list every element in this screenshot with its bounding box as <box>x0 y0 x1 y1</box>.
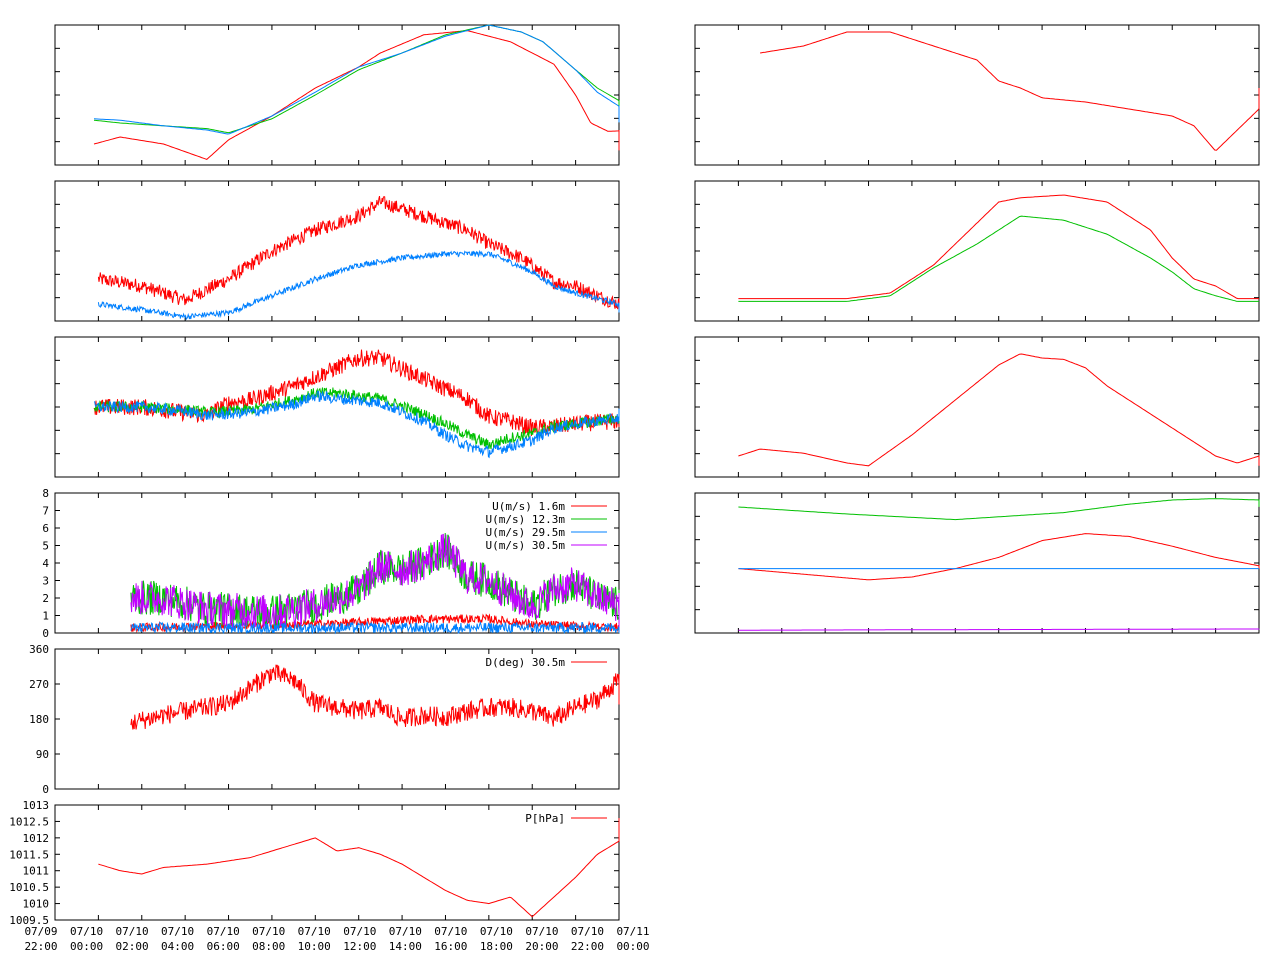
y-tick-label: 180 <box>29 713 49 726</box>
x-tick-label-time: 20:00 <box>525 940 558 953</box>
y-tick-label: 0 <box>42 627 49 640</box>
plot-frame-R3 <box>694 336 1260 478</box>
series-line-L2-0 <box>97 195 620 313</box>
series-line-R4-0 <box>738 498 1260 521</box>
y-tick-label: 0 <box>42 783 49 796</box>
x-tick-label-date: 07/10 <box>161 925 194 938</box>
plot-frame-L6 <box>54 804 620 921</box>
series-line-L3-2 <box>93 390 620 459</box>
y-tick-label: 1009.5 <box>9 914 49 927</box>
series-line-L6-0 <box>98 818 620 918</box>
plot-frame-R1 <box>694 24 1260 166</box>
y-tick-label: 2 <box>42 592 49 605</box>
y-tick-label: 1010 <box>23 898 50 911</box>
series-line-R1-0 <box>760 31 1260 151</box>
legend-label: P[hPa] <box>525 812 565 825</box>
series-line-R2-1 <box>738 215 1259 302</box>
x-tick-label-date: 07/11 <box>616 925 649 938</box>
y-tick-label: 3 <box>42 575 49 588</box>
legend-label: U(m/s) 1.6m <box>492 500 565 513</box>
x-tick-label-date: 07/10 <box>252 925 285 938</box>
x-tick-label-date: 07/10 <box>70 925 103 938</box>
x-tick-label-date: 07/10 <box>525 925 558 938</box>
y-tick-label: 360 <box>29 643 49 656</box>
x-tick-label-time: 08:00 <box>252 940 285 953</box>
y-tick-label: 1 <box>42 610 49 623</box>
series-line-L1-2 <box>93 24 620 135</box>
series-line-L1-0 <box>93 30 620 160</box>
legend-label: D(deg) 30.5m <box>486 656 566 669</box>
y-tick-label: 1010.5 <box>9 881 49 894</box>
x-tick-label-date: 07/10 <box>207 925 240 938</box>
x-tick-label-time: 04:00 <box>161 940 194 953</box>
series-line-R4-1 <box>738 533 1260 581</box>
x-tick-label-time: 22:00 <box>24 940 57 953</box>
series-line-L4-2 <box>130 620 620 635</box>
legend-label: U(m/s) 29.5m <box>486 526 566 539</box>
x-tick-label-date: 07/10 <box>571 925 604 938</box>
y-tick-label: 7 <box>42 505 49 518</box>
y-tick-label: 1012.5 <box>9 815 49 828</box>
y-tick-label: 5 <box>42 540 49 553</box>
y-tick-label: 6 <box>42 522 49 535</box>
legend-label: U(m/s) 12.3m <box>486 513 566 526</box>
y-tick-label: 90 <box>36 748 49 761</box>
x-tick-label-time: 14:00 <box>389 940 422 953</box>
y-tick-label: 4 <box>42 557 49 570</box>
x-tick-label-time: 06:00 <box>207 940 240 953</box>
x-tick-label-time: 16:00 <box>434 940 467 953</box>
series-line-L2-1 <box>97 249 620 321</box>
x-tick-label-time: 00:00 <box>616 940 649 953</box>
plot-frame-L3 <box>54 336 620 478</box>
x-tick-label-time: 12:00 <box>343 940 376 953</box>
plot-frame-L1 <box>54 24 620 166</box>
x-tick-label-date: 07/10 <box>343 925 376 938</box>
x-tick-label-date: 07/10 <box>298 925 331 938</box>
legend-label: U(m/s) 30.5m <box>486 539 566 552</box>
x-tick-label-date: 07/10 <box>480 925 513 938</box>
x-tick-label-date: 07/10 <box>389 925 422 938</box>
y-tick-label: 1011.5 <box>9 848 49 861</box>
series-line-R3-0 <box>738 353 1260 467</box>
x-tick-label-date: 07/10 <box>434 925 467 938</box>
y-tick-label: 270 <box>29 678 49 691</box>
x-tick-label-time: 18:00 <box>480 940 513 953</box>
x-tick-label-time: 22:00 <box>571 940 604 953</box>
x-tick-label-time: 00:00 <box>70 940 103 953</box>
plot-frame-L5 <box>54 648 620 790</box>
plot-frame-R2 <box>694 180 1260 322</box>
plot-frame-L2 <box>54 180 620 322</box>
x-tick-label-time: 10:00 <box>298 940 331 953</box>
x-tick-label-date: 07/10 <box>116 925 149 938</box>
series-line-L5-0 <box>130 664 620 730</box>
series-line-R2-0 <box>738 194 1259 300</box>
y-tick-label: 1013 <box>23 799 50 812</box>
y-tick-label: 1012 <box>23 832 50 845</box>
x-tick-label-date: 07/09 <box>24 925 57 938</box>
y-tick-label: 1011 <box>23 865 50 878</box>
series-line-R4-3 <box>738 628 1260 631</box>
y-tick-label: 8 <box>42 487 49 500</box>
series-line-L4-3 <box>130 533 620 628</box>
x-tick-label-time: 02:00 <box>116 940 149 953</box>
